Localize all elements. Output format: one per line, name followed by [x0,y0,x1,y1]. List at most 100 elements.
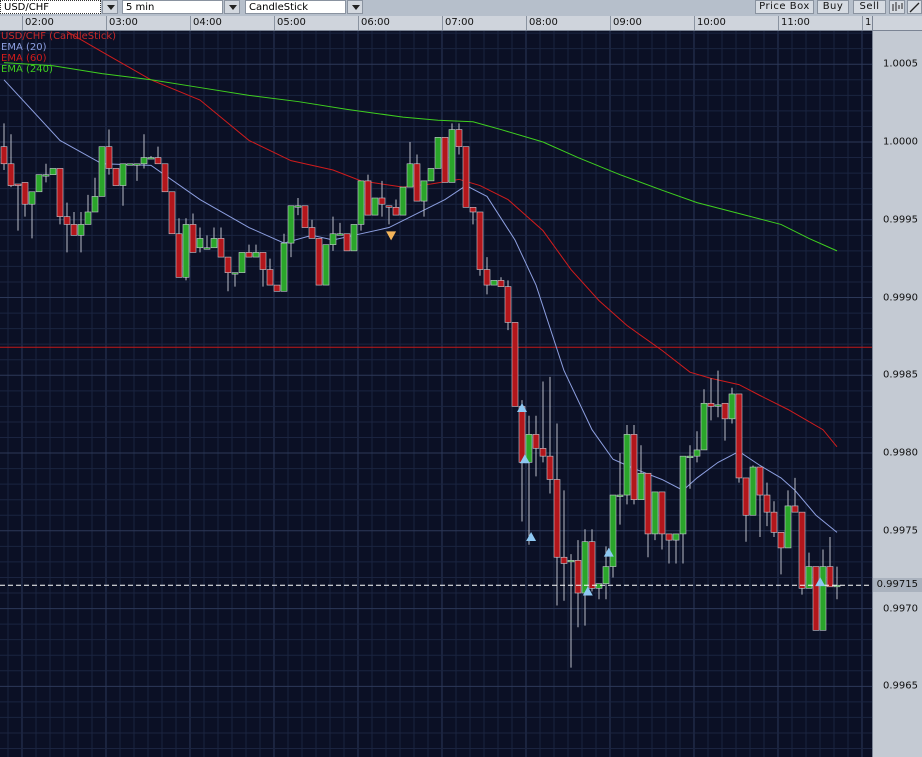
candle-down [742,477,750,516]
sell-button[interactable]: Sell [853,0,886,14]
candle-down [518,406,526,463]
candle-down [378,197,386,205]
bar-chart-icon[interactable] [889,0,905,14]
candle-down [497,280,505,287]
symbol-select[interactable]: USD/CHF [0,0,101,14]
candle-up [238,252,246,273]
candle-up [28,191,36,205]
buy-button[interactable]: Buy [817,0,849,14]
buy-signal-triangle-icon [519,454,530,464]
candle-up [133,163,141,166]
candle-down [7,163,15,186]
chart-type-dropdown-arrow-icon[interactable] [347,0,363,14]
current-price-label: 0.99715 [873,578,922,593]
time-tick-label: 12:00 [861,16,872,30]
candle-up [350,224,358,252]
candle-down [266,269,274,286]
time-tick-label: 04:00 [189,16,222,30]
candle-down [630,434,638,500]
candle-up [448,129,456,183]
candle-up [336,233,344,236]
candle-up [420,180,428,202]
candle-down [21,182,29,205]
candle-down [777,532,785,549]
candle-up [434,137,442,169]
legend-candlestick: USD/CHF (CandleStick) [1,31,117,42]
price-chart[interactable] [0,0,872,757]
candle-up [294,205,302,208]
candle-up [371,197,379,216]
candle-down [539,448,547,457]
candle-down [791,505,799,513]
price-tick-label: 0.9975 [883,525,918,537]
time-tick-label: 11:00 [777,16,810,30]
candle-down [161,163,169,193]
candle-down [273,284,281,292]
price-box-button[interactable]: Price Box [755,0,814,14]
candle-up [252,252,260,258]
candle-up [406,163,414,188]
candle-up [49,168,57,175]
interval-select[interactable]: 5 min [122,0,223,14]
candle-up [98,146,106,197]
candle-down [455,129,463,147]
candle-down [574,560,582,594]
candle-down [553,479,561,558]
candle-down [644,472,652,535]
sell-signal-triangle-icon [386,231,397,241]
legend: USD/CHF (CandleStick) EMA (20) EMA (60) … [1,31,116,75]
legend-ema240: EMA (240) [1,64,53,75]
candle-up [672,533,680,541]
candle-up [686,455,694,458]
candle-up [693,449,701,457]
candle-up [651,491,659,535]
candle-down [511,322,519,407]
candle-down [259,252,267,270]
candle-down [770,511,778,533]
time-tick-label: 05:00 [273,16,306,30]
price-tick-label: 0.9995 [883,214,918,226]
buy-signal-triangle-icon [517,402,527,412]
candle-up [616,494,624,497]
candle-up [231,272,239,275]
price-tick-label: 0.9980 [883,447,918,459]
candle-up [42,174,50,177]
candle-up [567,560,575,563]
time-tick-label: 03:00 [105,16,138,30]
candle-down [721,402,729,420]
candle-down [154,157,162,165]
ema-line-60 [66,31,838,448]
candle-down [0,146,8,165]
candle-down [385,205,393,208]
candle-up [147,157,155,160]
time-tick-label: 02:00 [21,16,54,30]
candle-up [833,584,841,588]
legend-ema20: EMA (20) [1,42,47,53]
buy-signal-triangle-icon [603,547,614,557]
candle-up [490,280,498,286]
interval-dropdown-arrow-icon[interactable] [224,0,240,14]
candle-down [707,402,715,407]
price-tick-label: 0.9990 [883,292,918,304]
candle-down [70,224,78,236]
candle-up [819,566,827,631]
price-tick-label: 1.0005 [883,58,918,70]
candle-down [504,286,512,323]
candle-up [287,205,295,244]
price-tick-label: 0.9965 [883,680,918,692]
draw-line-icon[interactable] [907,0,922,14]
candle-up [679,455,687,535]
candle-up [203,247,211,250]
candle-up [399,186,407,216]
buy-signal-triangle-icon [815,577,826,587]
candle-down [301,205,309,228]
symbol-dropdown-arrow-icon[interactable] [102,0,118,14]
chart-type-select[interactable]: CandleStick [245,0,346,14]
candle-up [91,196,99,213]
candle-up [119,163,127,186]
candle-up [427,168,435,182]
candle-down [364,180,372,216]
candle-down [224,256,232,273]
price-tick-label: 0.9985 [883,369,918,381]
candle-down [105,146,113,169]
